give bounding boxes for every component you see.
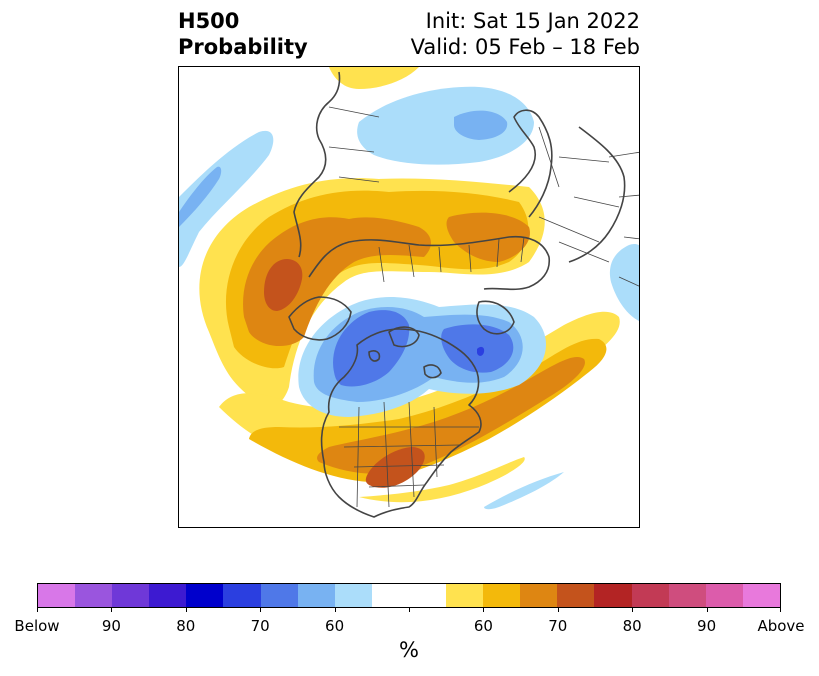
- coast-europe: [508, 109, 553, 218]
- below-normal-asia-region: [179, 86, 639, 510]
- coast-asia-east: [293, 71, 341, 258]
- coast-africa-arabia: [568, 126, 626, 263]
- colorbar-tick: [557, 607, 559, 612]
- colorbar-unit-label: %: [399, 638, 419, 662]
- colorbar-tick: [185, 607, 187, 612]
- colorbar-tick-label: Above: [757, 617, 805, 635]
- colorbar-segment: [668, 584, 706, 607]
- map-canvas: [179, 67, 639, 527]
- valid-range: Valid: 05 Feb – 18 Feb: [410, 35, 640, 59]
- above-normal-north-region: [199, 67, 545, 406]
- colorbar-segment: [742, 584, 780, 607]
- coast-eurasia-north: [308, 235, 551, 291]
- colorbar-tick: [37, 607, 38, 612]
- colorbar-segment: [483, 584, 521, 607]
- colorbar-tick: [706, 607, 708, 612]
- colorbar-tick: [334, 607, 336, 612]
- colorbar-segment: [446, 584, 484, 607]
- colorbar-segment: [260, 584, 298, 607]
- colorbar-tick: [409, 607, 410, 612]
- coast-alaska: [288, 296, 352, 341]
- coast-greenland: [476, 300, 515, 335]
- below-80-polar-east: [441, 324, 514, 373]
- colorbar-segment: [38, 584, 76, 607]
- colorbar-tick-label: 90: [697, 617, 717, 635]
- colorbar-segment: [149, 584, 187, 607]
- colorbar-segment: [408, 584, 447, 607]
- colorbar-segment: [75, 584, 113, 607]
- below-60-asia: [357, 86, 534, 165]
- colorbar-segment: [186, 584, 224, 607]
- probability-map: [178, 66, 640, 528]
- above-60-southeast: [359, 457, 525, 503]
- below-70-west-edge: [179, 166, 222, 227]
- colorbar-ticks: [37, 607, 781, 613]
- below-60-west-edge: [179, 130, 274, 267]
- colorbar-segment: [631, 584, 669, 607]
- colorbar-segment: [557, 584, 595, 607]
- above-90-north: [264, 259, 303, 311]
- title-line-2: Probability: [178, 35, 308, 59]
- above-90-south: [365, 447, 425, 488]
- colorbar-tick-label: 60: [473, 617, 493, 635]
- above-80-north: [243, 217, 431, 347]
- below-60-east-edge: [610, 243, 639, 321]
- colorbar-segment: [705, 584, 743, 607]
- colorbar-segment: [594, 584, 632, 607]
- colorbar-tick: [780, 607, 781, 612]
- colorbar-tick: [483, 607, 485, 612]
- below-normal-polar-region: [298, 297, 546, 417]
- above-60-top: [329, 67, 419, 89]
- colorbar-tick: [632, 607, 634, 612]
- colorbar-tick-label: Below: [14, 617, 60, 635]
- colorbar-segment: [297, 584, 335, 607]
- colorbar-segment: [223, 584, 261, 607]
- coast-north-america: [320, 328, 482, 518]
- colorbar-segment: [112, 584, 150, 607]
- colorbar-segment: [371, 584, 409, 607]
- political-borders: [328, 106, 639, 508]
- colorbar-segment: [520, 584, 558, 607]
- below-70-asia: [454, 110, 508, 140]
- title-line-1: H500: [178, 9, 240, 33]
- colorbar-tick-label: 80: [176, 617, 196, 635]
- forecast-dates: Init: Sat 15 Jan 2022 Valid: 05 Feb – 18…: [411, 8, 640, 60]
- colorbar-tick-label: 90: [101, 617, 121, 635]
- init-date: Init: Sat 15 Jan 2022: [425, 9, 640, 33]
- colorbar-tick: [260, 607, 262, 612]
- coastlines: [288, 71, 626, 518]
- colorbar-segment: [334, 584, 372, 607]
- colorbar-tick-label: 70: [250, 617, 270, 635]
- colorbar-tick-label: 80: [622, 617, 642, 635]
- coast-arctic-islands: [368, 326, 442, 379]
- colorbar-tick-label: 70: [548, 617, 568, 635]
- colorbar-tick-label: 60: [325, 617, 345, 635]
- below-60-southeast-streak: [484, 472, 564, 510]
- below-90-polar: [477, 346, 485, 356]
- above-80-south: [317, 357, 585, 474]
- chart-title: H500 Probability: [178, 8, 308, 60]
- colorbar-tick: [111, 607, 113, 612]
- probability-colorbar: [37, 583, 781, 608]
- above-80-north-east: [446, 212, 530, 262]
